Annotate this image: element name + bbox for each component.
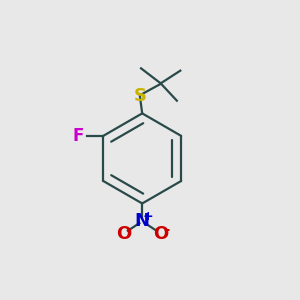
Text: O: O — [153, 224, 168, 242]
Text: -: - — [163, 222, 170, 237]
Text: N: N — [135, 212, 150, 230]
Text: +: + — [142, 210, 153, 223]
Text: O: O — [116, 224, 131, 242]
Text: F: F — [73, 127, 84, 145]
Text: S: S — [134, 87, 146, 105]
